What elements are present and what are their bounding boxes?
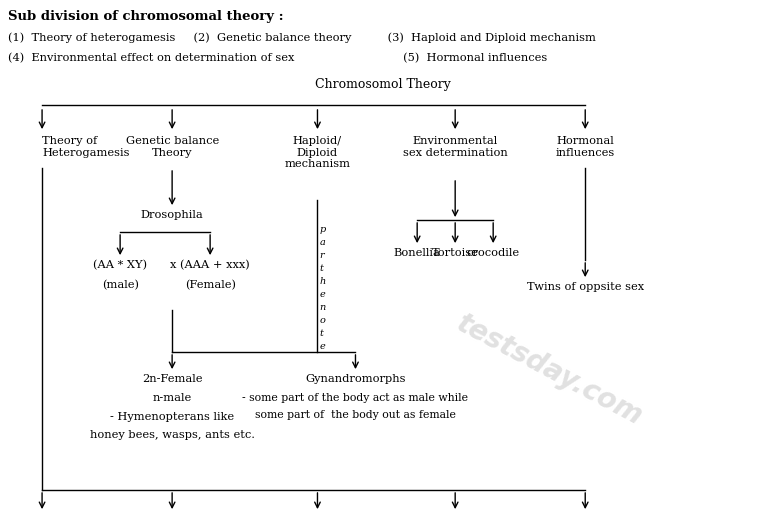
- Text: t: t: [320, 329, 324, 338]
- Text: r: r: [320, 251, 324, 260]
- Text: some part of  the body out as female: some part of the body out as female: [255, 410, 456, 420]
- Text: a: a: [320, 238, 325, 247]
- Text: Theory of
Heterogamesis: Theory of Heterogamesis: [42, 136, 129, 158]
- Text: (4)  Environmental effect on determination of sex                              (: (4) Environmental effect on determinatio…: [8, 53, 547, 63]
- Text: n-male: n-male: [152, 393, 192, 403]
- Text: crocodile: crocodile: [467, 248, 519, 258]
- Text: (1)  Theory of heterogamesis     (2)  Genetic balance theory          (3)  Haplo: (1) Theory of heterogamesis (2) Genetic …: [8, 32, 596, 43]
- Text: p: p: [320, 225, 326, 234]
- Text: (Female): (Female): [184, 280, 236, 290]
- Text: Sub division of chromosomal theory :: Sub division of chromosomal theory :: [8, 10, 284, 23]
- Text: testsday.com: testsday.com: [452, 309, 648, 431]
- Text: Tortoise: Tortoise: [431, 248, 479, 258]
- Text: t: t: [320, 264, 324, 273]
- Text: - Hymenopterans like: - Hymenopterans like: [110, 412, 234, 422]
- Text: o: o: [320, 316, 325, 325]
- Text: (AA * XY): (AA * XY): [93, 260, 147, 270]
- Text: Environmental
sex determination: Environmental sex determination: [403, 136, 507, 158]
- Text: - some part of the body act as male while: - some part of the body act as male whil…: [243, 393, 468, 403]
- Text: Bonellia: Bonellia: [394, 248, 441, 258]
- Text: 2n-Female: 2n-Female: [142, 374, 203, 384]
- Text: Drosophila: Drosophila: [141, 210, 203, 220]
- Text: Hormonal
influences: Hormonal influences: [555, 136, 615, 158]
- Text: n: n: [320, 303, 326, 312]
- Text: honey bees, wasps, ants etc.: honey bees, wasps, ants etc.: [90, 430, 255, 440]
- Text: Chromosomol Theory: Chromosomol Theory: [314, 78, 451, 91]
- Text: Twins of oppsite sex: Twins of oppsite sex: [526, 282, 644, 292]
- Text: Genetic balance
Theory: Genetic balance Theory: [125, 136, 219, 158]
- Text: Haploid/
Diploid
mechanism: Haploid/ Diploid mechanism: [285, 136, 350, 169]
- Text: Gynandromorphs: Gynandromorphs: [305, 374, 405, 384]
- Text: (male): (male): [102, 280, 138, 290]
- Text: e: e: [320, 342, 325, 351]
- Text: e: e: [320, 290, 325, 299]
- Text: x (AAA + xxx): x (AAA + xxx): [171, 260, 250, 270]
- Text: h: h: [320, 277, 326, 286]
